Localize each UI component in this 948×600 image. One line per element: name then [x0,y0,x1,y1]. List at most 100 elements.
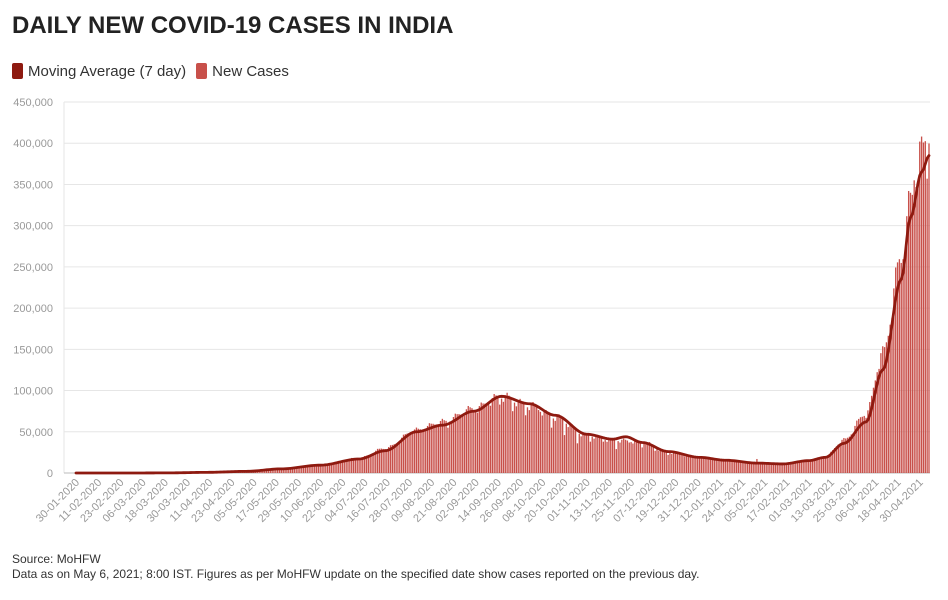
legend-item-moving-average[interactable]: Moving Average (7 day) [12,63,186,80]
bar [471,408,473,473]
bar [473,409,475,473]
bar [493,394,495,473]
bar [737,461,740,473]
bar [456,414,458,473]
bar [856,420,858,473]
bar [326,463,329,473]
bar [689,455,691,473]
bar [867,410,869,473]
bar [495,395,497,473]
bar [304,466,307,473]
bar [384,449,386,473]
bar [537,410,540,473]
bar [273,468,275,473]
bar [650,443,653,473]
bar [702,457,704,473]
legend-item-new-cases[interactable]: New Cases [196,63,289,80]
bar [302,466,305,473]
bar [883,347,886,473]
bar [580,436,582,473]
bar [460,414,462,473]
bar [510,397,512,473]
bar [395,443,397,473]
bar [513,402,516,473]
bar [382,448,384,473]
bar [922,142,925,474]
bar [928,143,930,473]
bar [610,437,612,473]
bar [870,395,873,473]
bar [715,459,717,473]
bar [748,463,751,473]
bar [338,461,340,473]
bar [515,406,518,473]
bar [863,415,865,473]
bar [334,463,336,473]
bar [806,460,808,473]
bar [802,460,804,473]
bar [586,433,588,473]
bar [524,415,527,473]
bar [376,448,379,473]
bar [623,438,625,473]
bar [552,418,555,473]
bar [565,423,567,473]
bar [721,460,723,473]
bar [611,439,614,473]
bar [386,449,388,473]
bar [789,463,791,473]
bar [506,392,508,473]
bar [774,464,777,473]
y-tick-label: 200,000 [13,303,53,315]
bar [267,469,270,473]
bar [567,427,569,473]
bar [830,451,832,473]
bar [667,454,669,473]
bar [845,438,847,473]
bar [750,463,753,473]
bar [484,403,486,473]
bar [561,418,564,473]
bar [271,469,273,473]
source-note: Source: MoHFW [12,552,101,566]
bar [904,254,906,473]
bar [822,456,825,473]
bar [319,465,321,473]
bar [630,442,632,473]
bar [672,452,675,473]
bar [850,434,852,473]
bar [558,414,560,473]
bar [765,463,767,473]
bar [556,416,558,473]
bar [648,442,651,473]
bar [412,433,414,473]
y-tick-label: 300,000 [13,221,53,233]
bar [330,463,333,473]
bar [536,407,538,473]
bar [308,466,310,473]
bar [887,335,889,473]
bar [543,411,545,473]
chart-plot: 0 50,000 100,000 150,000 200,000 250,000 300,0… [13,97,931,525]
bar [817,457,819,473]
bar [787,464,790,473]
bar [532,402,534,473]
bar [598,436,601,473]
bar [780,463,782,473]
bar [491,398,493,473]
bar [893,288,895,473]
bar [698,457,701,473]
bar [388,447,390,473]
bar [523,403,525,473]
bar [512,411,514,473]
bar [821,456,823,473]
bar [277,468,279,473]
bar [619,442,621,473]
y-tick-label: 100,000 [13,386,53,398]
bar [289,468,292,473]
bar [408,433,410,473]
bar [265,469,268,473]
bar [341,460,344,473]
bar [635,439,638,473]
bar [687,454,690,473]
